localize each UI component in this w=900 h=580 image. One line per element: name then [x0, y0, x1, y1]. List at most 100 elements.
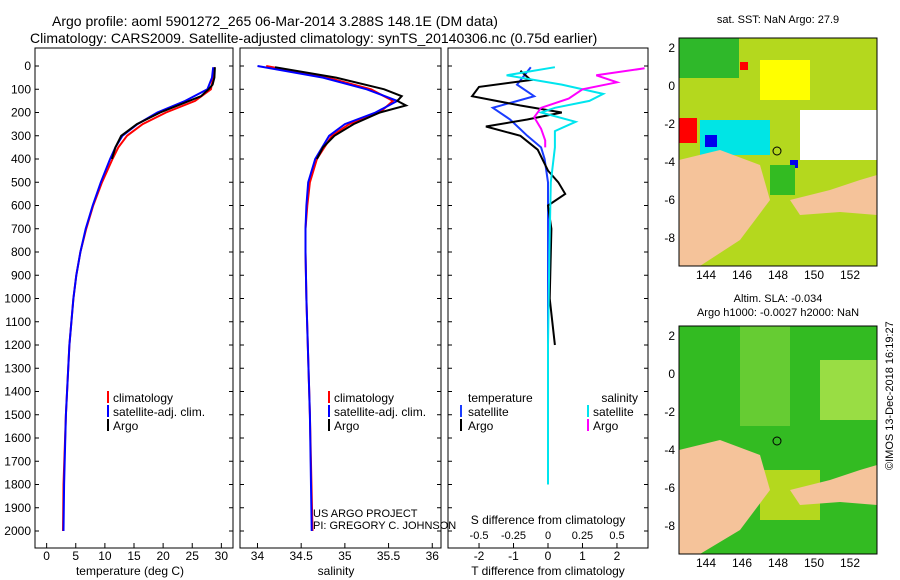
depth-tick-label: 500: [11, 175, 31, 189]
lon-tick-label: 150: [804, 268, 824, 282]
legend-temp-satellite: satellite: [468, 405, 509, 419]
legend-argo: Argo: [334, 419, 360, 433]
land-new-guinea: [679, 150, 770, 266]
legend-sal-argo: Argo: [593, 419, 619, 433]
x2-tick-label: 0.5: [609, 530, 624, 542]
sst-green-patch: [679, 38, 739, 78]
difference-legend: temperature satellite Argo salinity sate…: [460, 391, 638, 433]
depth-tick-label: 0: [24, 59, 31, 73]
depth-tick-label: 1600: [4, 431, 31, 445]
credit-pi: PI: GREGORY C. JOHNSON: [313, 520, 456, 532]
sla-map-subtitle: Argo h1000: -0.0027 h2000: NaN: [697, 307, 859, 319]
depth-tick-label: 100: [11, 82, 31, 96]
legend-sal-satellite: satellite: [593, 405, 634, 419]
sst-map: [678, 37, 878, 267]
lat-tick-label: -6: [664, 481, 675, 495]
depth-tick-label: 900: [11, 268, 31, 282]
series-line-satellite-adj-clim-: [257, 65, 400, 532]
x-tick-label: 35: [338, 549, 352, 563]
sst-blue-patch: [705, 135, 717, 147]
sst-red-patch: [740, 62, 748, 70]
sst-green-patch: [770, 165, 795, 195]
land-new-britain: [790, 175, 877, 215]
lon-tick-label: 144: [696, 556, 716, 570]
sla-light-patch: [820, 360, 877, 420]
lon-tick-label: 150: [804, 556, 824, 570]
x-tick-label: 0: [545, 549, 552, 563]
lat-tick-label: -2: [664, 117, 675, 131]
salinity-axis-label: salinity: [318, 564, 355, 578]
land-new-guinea: [679, 440, 770, 554]
x-tick-label: 25: [186, 549, 200, 563]
x-tick-label: 30: [215, 549, 229, 563]
x-tick-label: -2: [474, 549, 485, 563]
x-tick-label: 36: [426, 549, 440, 563]
depth-tick-label: 300: [11, 129, 31, 143]
x-tick-label: 34.5: [289, 549, 313, 563]
title-line-1: Argo profile: aoml 5901272_265 06-Mar-20…: [52, 13, 498, 29]
lon-tick-label: 146: [732, 268, 752, 282]
x-tick-label: 20: [156, 549, 170, 563]
lat-tick-label: 2: [668, 41, 675, 55]
series-line-climatology: [62, 67, 216, 532]
legend-argo: Argo: [113, 419, 139, 433]
depth-tick-label: 1200: [4, 338, 31, 352]
legend-satellite-adj: satellite-adj. clim.: [334, 405, 426, 419]
temperature-legend: climatology satellite-adj. clim. Argo: [107, 391, 205, 433]
depth-tick-label: 1800: [4, 478, 31, 492]
t-difference-axis-label: T difference from climatology: [471, 564, 625, 578]
legend-temp-argo: Argo: [468, 419, 494, 433]
depth-tick-label: 1000: [4, 292, 31, 306]
lat-tick-label: -4: [664, 155, 675, 169]
argo-position-marker: [772, 436, 782, 446]
depth-tick-label: 1500: [4, 408, 31, 422]
x2-tick-label: -0.5: [470, 530, 489, 542]
series-line-argo: [274, 66, 409, 160]
depth-tick-label: 1900: [4, 501, 31, 515]
depth-tick-label: 2000: [4, 524, 31, 538]
depth-tick-label: 200: [11, 106, 31, 120]
title-line-2: Climatology: CARS2009. Satellite-adjuste…: [30, 30, 597, 46]
land-new-britain: [790, 465, 877, 505]
x-tick-label: 15: [127, 549, 141, 563]
series-line-salinity-argo: [533, 67, 645, 148]
series-line-satellite-adj-clim-: [62, 67, 215, 532]
x-tick-label: 5: [72, 549, 79, 563]
salinity-legend: climatology satellite-adj. clim. Argo: [328, 391, 426, 433]
x-tick-label: 34: [251, 549, 265, 563]
x2-tick-label: 0: [545, 530, 551, 542]
x2-tick-label: -0.25: [501, 530, 526, 542]
depth-tick-label: 1100: [5, 315, 31, 329]
sst-map-title: sat. SST: NaN Argo: 27.9: [717, 14, 839, 26]
lon-tick-label: 152: [840, 268, 860, 282]
sst-map-frame: [678, 37, 878, 267]
argo-position-marker: [772, 146, 782, 156]
lat-tick-label: -8: [664, 519, 675, 533]
sla-light-patch: [740, 326, 790, 426]
lat-tick-label: -6: [664, 193, 675, 207]
lon-tick-label: 148: [768, 556, 788, 570]
lat-tick-label: -8: [664, 231, 675, 245]
lon-tick-label: 146: [732, 556, 752, 570]
x-tick-label: 2: [614, 549, 621, 563]
lon-tick-label: 144: [696, 268, 716, 282]
temperature-axis-label: temperature (deg C): [76, 564, 184, 578]
sst-no-data: [800, 110, 877, 160]
x-tick-label: 0: [43, 549, 50, 563]
depth-tick-label: 600: [11, 199, 31, 213]
legend-temperature-title: temperature: [468, 391, 533, 405]
x-tick-label: 10: [98, 549, 112, 563]
lat-tick-label: 0: [668, 79, 675, 93]
legend-salinity-title: salinity: [601, 391, 638, 405]
salinity-panel: [239, 47, 442, 549]
lon-tick-label: 148: [768, 268, 788, 282]
sst-red-patch: [679, 118, 697, 143]
credit-project: US ARGO PROJECT: [313, 508, 418, 520]
depth-tick-label: 700: [11, 222, 31, 236]
depth-tick-label: 800: [11, 245, 31, 259]
depth-tick-label: 1400: [4, 385, 31, 399]
lon-tick-label: 152: [840, 556, 860, 570]
lat-tick-label: -4: [664, 443, 675, 457]
imos-watermark: ©IMOS 13-Dec-2018 16:19:27: [884, 321, 896, 470]
